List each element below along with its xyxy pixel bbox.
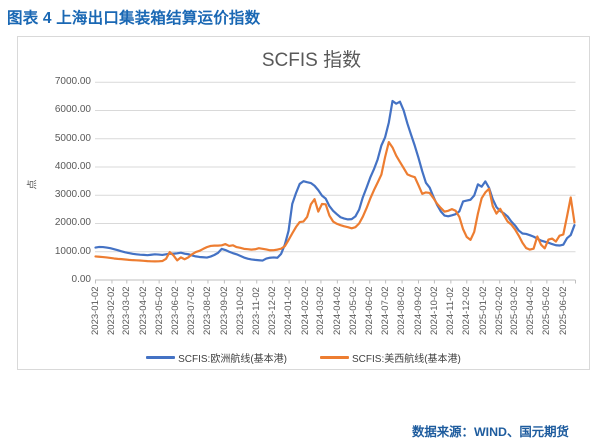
x-axis-tick-label: 2025-05-02: [541, 286, 553, 335]
y-axis-tick-label: 1000.00: [54, 245, 91, 257]
y-axis-tick-label: 2000.00: [54, 217, 91, 229]
x-axis-tick-label: 2025-01-02: [477, 286, 489, 335]
legend-label: SCFIS:欧洲航线(基本港): [178, 354, 287, 365]
x-axis-tick-label: 2024-07-02: [380, 286, 392, 335]
chart-area: SCFIS 指数 7000.00 6000.00 5000.00 4000.00 300…: [17, 36, 590, 370]
x-axis-tick-label: 2023-02-02: [106, 286, 118, 335]
x-axis-tick-label: 2025-06-02: [557, 286, 569, 335]
x-axis-tick-label: 2023-05-02: [153, 286, 165, 335]
chart-title: SCFIS 指数: [261, 50, 362, 71]
series-line-europe: [94, 99, 576, 262]
y-axis-tick-label: 6000.00: [54, 104, 91, 116]
plot-canvas: [94, 81, 576, 284]
x-axis-tick-label: 2024-02-02: [299, 286, 311, 335]
x-axis-tick-label: 2023-11-02: [251, 287, 263, 335]
y-axis-tick-label: 7000.00: [54, 76, 91, 88]
x-axis-tick-label: 2023-04-02: [137, 286, 149, 335]
series-line-uswest: [94, 141, 576, 263]
legend-item-uswest: SCFIS:美西航线(基本港): [320, 350, 461, 365]
x-axis-tick-label: 2023-10-02: [234, 286, 246, 335]
x-axis-tick-label: 2024-08-02: [396, 286, 408, 335]
legend-label: SCFIS:美西航线(基本港): [352, 354, 461, 365]
y-axis-tick-label: 4000.00: [54, 160, 91, 172]
x-axis-tick-label: 2023-09-02: [218, 286, 230, 335]
y-axis-tick-label: 0.00: [71, 274, 91, 285]
x-axis-tick-label: 2023-08-02: [202, 286, 214, 335]
x-axis-tick-label: 2024-01-02: [283, 286, 295, 335]
x-axis-tick-label: 2024-09-02: [412, 286, 424, 335]
x-axis-tick-label: 2023-06-02: [169, 286, 181, 335]
x-axis-tick-label: 2024-05-02: [347, 286, 359, 335]
x-axis-tick-label: 2025-04-02: [525, 286, 537, 335]
x-axis-tick-label: 2023-12-02: [267, 286, 279, 335]
x-axis-tick-label: 2023-01-02: [89, 286, 101, 335]
x-axis-tick-label: 2023-07-02: [185, 286, 197, 335]
y-axis-tick-label: 5000.00: [54, 132, 91, 144]
figure-caption: 图表 4 上海出口集装箱结算运价指数: [7, 10, 261, 27]
x-axis-tick-label: 2024-11-02: [445, 287, 457, 335]
x-axis-tick-label: 2025-02-02: [494, 286, 506, 335]
y-axis-tick-label: 3000.00: [54, 189, 91, 201]
x-axis-tick-label: 2024-03-02: [315, 286, 327, 335]
x-axis-tick-label: 2024-10-02: [428, 286, 440, 335]
y-axis-unit-label: 点: [27, 179, 39, 190]
legend-swatch-europe: [146, 356, 176, 359]
legend-swatch-uswest: [320, 356, 349, 359]
x-axis-tick-label: 2024-04-02: [331, 286, 343, 335]
chart-legend: SCFIS:欧洲航线(基本港) SCFIS:美西航线(基本港): [18, 350, 589, 365]
x-axis-tick-label: 2025-03-02: [508, 286, 520, 335]
x-axis-tick-label: 2024-06-02: [364, 286, 376, 335]
x-axis-tick-label: 2024-12-02: [461, 286, 473, 335]
data-source-note: 数据来源：WIND、国元期货: [412, 425, 569, 439]
legend-item-europe: SCFIS:欧洲航线(基本港): [146, 350, 287, 365]
x-axis-tick-label: 2023-03-02: [121, 286, 133, 335]
